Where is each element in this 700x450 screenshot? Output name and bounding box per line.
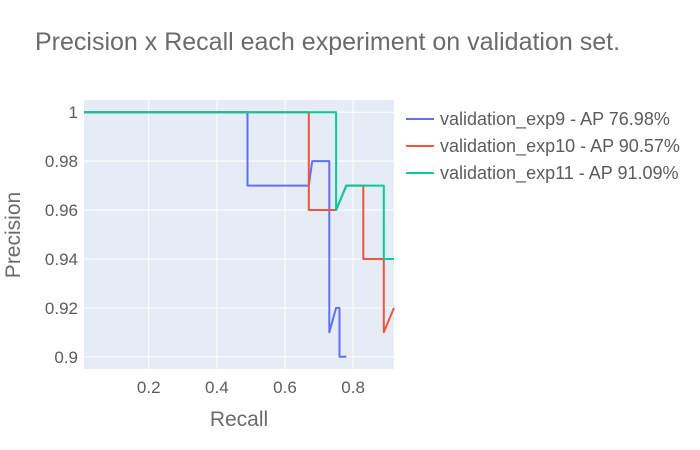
series-lines bbox=[84, 111, 395, 358]
y-tick-label: 0.92 bbox=[45, 299, 78, 318]
grid-lines bbox=[84, 100, 394, 369]
legend-item-0[interactable]: validation_exp9 - AP 76.98% bbox=[406, 109, 670, 130]
tick-labels: 0.2 0.4 0.6 0.8 0.9 0.92 0.94 0.96 0.98 1 bbox=[45, 103, 365, 397]
legend-item-2[interactable]: validation_exp11 - AP 91.09% bbox=[406, 163, 679, 184]
legend[interactable]: validation_exp9 - AP 76.98% validation_ex… bbox=[406, 109, 680, 184]
y-tick-label: 0.96 bbox=[45, 201, 78, 220]
series-line-2[interactable] bbox=[84, 111, 394, 260]
plot-area bbox=[84, 100, 394, 369]
y-tick-label: 0.94 bbox=[45, 250, 78, 269]
x-tick-label: 0.2 bbox=[137, 378, 161, 397]
x-tick-label: 0.6 bbox=[273, 378, 297, 397]
x-tick-label: 0.4 bbox=[205, 378, 229, 397]
y-tick-label: 1 bbox=[69, 103, 78, 122]
legend-item-1[interactable]: validation_exp10 - AP 90.57% bbox=[406, 136, 680, 157]
legend-label: validation_exp11 - AP 91.09% bbox=[440, 163, 679, 184]
series-line-0[interactable] bbox=[84, 111, 347, 358]
y-axis-title: Precision bbox=[2, 192, 25, 278]
chart-title: Precision x Recall each experiment on va… bbox=[35, 28, 620, 56]
x-tick-label: 0.8 bbox=[341, 378, 365, 397]
y-tick-label: 0.9 bbox=[54, 348, 78, 367]
legend-label: validation_exp9 - AP 76.98% bbox=[440, 109, 670, 130]
legend-label: validation_exp10 - AP 90.57% bbox=[440, 136, 680, 157]
x-axis-title: Recall bbox=[210, 408, 268, 431]
y-tick-label: 0.98 bbox=[45, 152, 78, 171]
